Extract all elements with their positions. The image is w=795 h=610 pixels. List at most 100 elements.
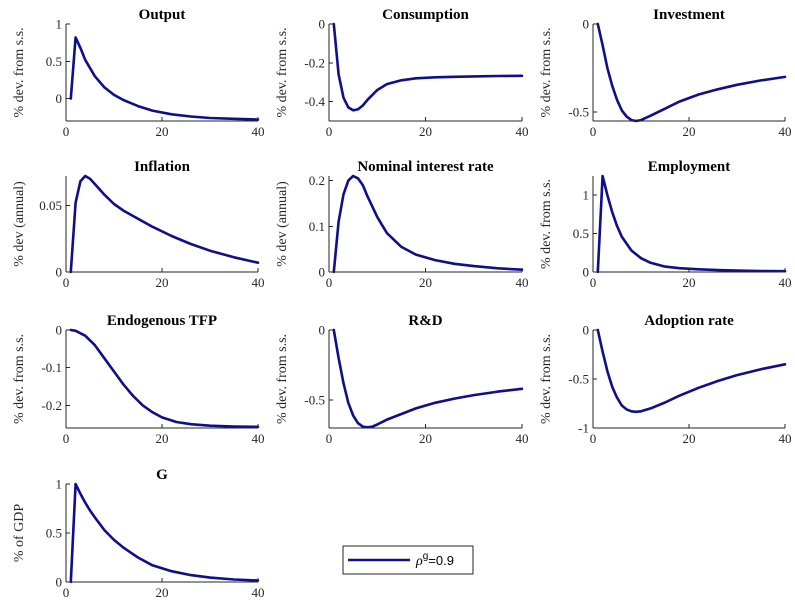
series-line (596, 22, 787, 123)
x-tick-label: 20 (156, 431, 169, 446)
series-line (332, 328, 524, 429)
x-tick-label: 0 (590, 124, 597, 139)
y-tick-label: 0 (56, 323, 63, 338)
y-axis-label: % dev. from s.s. (275, 27, 290, 117)
x-tick-label: 20 (683, 275, 696, 290)
y-axis-label: % dev (annual) (12, 181, 27, 267)
x-tick-label: 0 (326, 124, 333, 139)
y-tick-label: 0 (583, 265, 590, 280)
y-tick-label: 1 (56, 477, 63, 492)
x-tick-label: 20 (419, 431, 432, 446)
series-line (69, 36, 260, 121)
legend-label: ρg=0.9 (415, 551, 454, 569)
plot-title: Employment (648, 159, 731, 175)
subplot-r-d: R&D % dev. from s.s. 0 20 40 -0.5 0 (275, 313, 529, 446)
y-tick-label: 1 (56, 17, 63, 32)
legend-symbol: ρ (415, 554, 423, 569)
y-tick-label: 0.05 (39, 198, 62, 213)
y-tick-label: 1 (583, 188, 590, 203)
series-line (69, 174, 260, 274)
x-tick-label: 0 (63, 275, 70, 290)
x-tick-label: 0 (63, 431, 70, 446)
x-tick-label: 20 (156, 275, 169, 290)
x-tick-label: 0 (590, 275, 597, 290)
y-tick-label: 0.5 (46, 54, 62, 69)
y-tick-label: -1 (578, 421, 589, 436)
x-tick-label: 20 (419, 124, 432, 139)
plot-title: Output (139, 7, 186, 23)
subplot-adoption-rate: Adoption rate % dev. from s.s. 0 20 40 -1 -0.5… (539, 313, 792, 446)
y-axis-label: % dev. from s.s. (539, 334, 554, 424)
subplot-investment: Investment% dev. from s.s.0 20 40-0.50 (539, 7, 792, 139)
x-tick-label: 40 (779, 124, 792, 139)
y-tick-label: 0 (319, 323, 326, 338)
y-axis-label: % dev. from s.s. (539, 27, 554, 117)
subplot-nominal-interest-rate: Nominal interest rate % dev (annual) 0 20 40… (275, 159, 529, 290)
subplot-g: G % of GDP 0 20 40 0 0.5 1 (12, 467, 265, 600)
x-tick-label: 40 (779, 275, 792, 290)
y-axis-label: % of GDP (12, 504, 27, 563)
plot-title: G (156, 467, 168, 483)
y-axis-label: % dev. from s.s. (12, 27, 27, 117)
y-axis-label: % dev (annual) (275, 181, 290, 267)
subplot-grid: Output % dev. from s.s. 0 20 40 0 0.5 1 Consumpt… (12, 7, 792, 600)
y-tick-label: -0.5 (568, 372, 589, 387)
x-tick-label: 40 (516, 431, 529, 446)
subplot-employment: Employment % dev. from s.s. 0 20 40 0 0.5 1 (539, 159, 792, 290)
x-tick-label: 20 (156, 124, 169, 139)
y-axis-label: % dev. from s.s. (12, 334, 27, 424)
subplot-inflation: Inflation % dev (annual) 0 20 40 0 0.05 (12, 159, 265, 290)
series-line (69, 328, 260, 429)
x-tick-label: 0 (590, 431, 597, 446)
plot-title: Investment (653, 7, 725, 23)
y-tick-label: -0.5 (568, 105, 589, 120)
y-tick-label: 0.2 (309, 173, 325, 188)
series-line (596, 328, 787, 414)
y-tick-label: 0 (56, 575, 63, 590)
y-tick-label: -0.2 (304, 55, 325, 70)
plot-title: Nominal interest rate (357, 159, 494, 175)
y-tick-label: 0.5 (573, 226, 589, 241)
x-tick-label: 40 (252, 431, 265, 446)
x-tick-label: 0 (326, 275, 333, 290)
legend-text: =0.9 (428, 553, 454, 568)
series-line (332, 174, 524, 274)
y-tick-label: 0 (56, 91, 63, 106)
x-tick-label: 40 (252, 585, 265, 600)
y-tick-label: 0 (319, 265, 326, 280)
y-tick-label: -0.2 (41, 398, 62, 413)
subplot-consumption: Consumption % dev. from s.s. 0 20 40 -0.4 -0.2… (275, 7, 529, 139)
y-tick-label: 0 (319, 17, 326, 32)
y-tick-label: -0.4 (304, 94, 325, 109)
x-tick-label: 40 (516, 275, 529, 290)
y-tick-label: 0 (56, 265, 63, 280)
x-tick-label: 20 (683, 431, 696, 446)
x-tick-label: 0 (326, 431, 333, 446)
y-axis-label: % dev. from s.s. (539, 179, 554, 269)
x-tick-label: 40 (516, 124, 529, 139)
plot-title: Inflation (134, 159, 191, 175)
x-tick-label: 0 (63, 124, 70, 139)
x-tick-label: 40 (252, 124, 265, 139)
subplot-endogenous-tfp: Endogenous TFP % dev. from s.s. 0 20 40 -0.2 -… (12, 313, 265, 446)
plot-title: Adoption rate (644, 313, 734, 329)
x-tick-label: 0 (63, 585, 70, 600)
series-line (596, 174, 787, 274)
x-tick-label: 40 (779, 431, 792, 446)
x-tick-label: 20 (156, 585, 169, 600)
legend: ρg=0.9 (342, 545, 474, 575)
y-tick-label: -0.1 (41, 360, 62, 375)
series-line (69, 482, 260, 584)
plot-title: Consumption (382, 7, 469, 23)
y-tick-label: 0.5 (46, 526, 62, 541)
x-tick-label: 20 (683, 124, 696, 139)
x-tick-label: 40 (252, 275, 265, 290)
y-axis-label: % dev. from s.s. (275, 334, 290, 424)
series-line (332, 22, 524, 112)
legend-superscript: g (423, 551, 429, 562)
y-tick-label: 0 (583, 323, 590, 338)
plot-title: Endogenous TFP (107, 313, 217, 329)
y-tick-label: 0 (583, 17, 590, 32)
y-tick-label: 0.1 (309, 219, 325, 234)
